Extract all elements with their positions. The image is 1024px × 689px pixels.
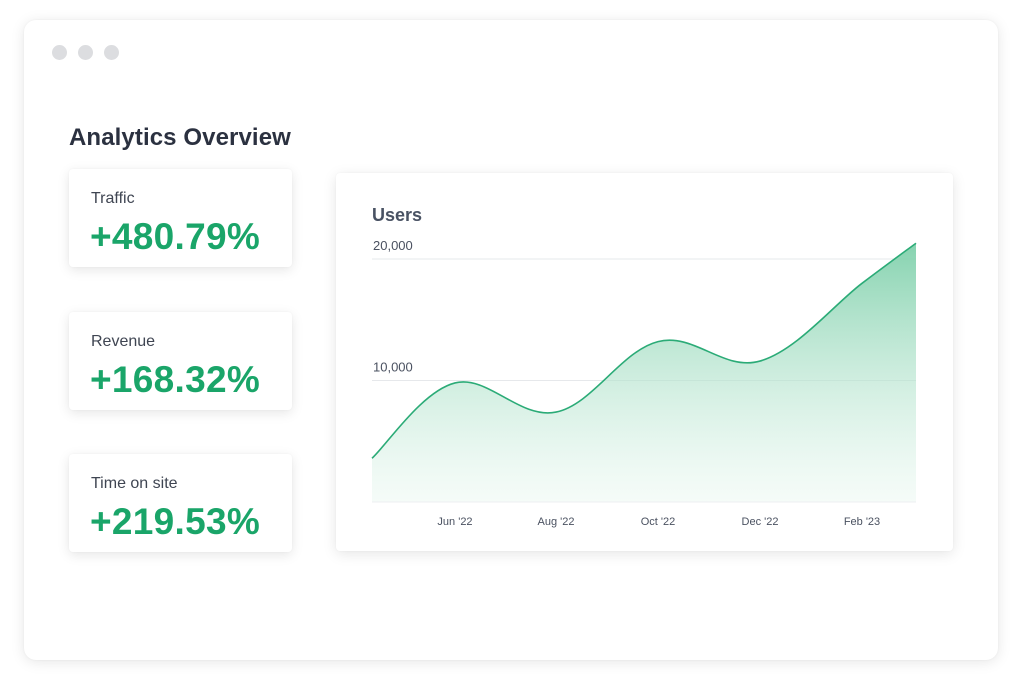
x-tick-label: Oct '22: [641, 516, 676, 528]
stat-label: Revenue: [91, 333, 156, 350]
users-area-fill: [372, 243, 916, 502]
stat-card-traffic: Traffic +480.79%: [69, 169, 292, 267]
x-tick-label: Aug '22: [538, 516, 575, 528]
y-tick-label: 10,000: [373, 360, 413, 375]
page-title: Analytics Overview: [69, 124, 291, 151]
users-area-chart: 20,000 10,000 Jun '22 Aug '22 Oct '22 Dec '22…: [371, 238, 917, 528]
browser-window: Analytics Overview Traffic +480.79% Reve…: [24, 20, 998, 660]
stat-value: +168.32%: [90, 359, 261, 400]
stat-label: Time on site: [91, 475, 178, 492]
x-tick-label: Feb '23: [844, 516, 880, 528]
users-series-line: [371, 242, 917, 459]
x-tick-label: Dec '22: [742, 516, 779, 528]
window-dot-close[interactable]: [52, 45, 67, 60]
window-dot-minimize[interactable]: [78, 45, 93, 60]
stat-label: Traffic: [91, 190, 135, 207]
y-tick-label: 20,000: [373, 238, 413, 253]
stat-card-revenue: Revenue +168.32%: [69, 312, 292, 410]
window-controls: [52, 45, 119, 60]
stat-card-time-on-site: Time on site +219.53%: [69, 454, 292, 552]
chart-title: Users: [372, 205, 423, 225]
users-chart-card: Users 20,000 10,000 Jun '22 Aug '22 Oct '22 D…: [336, 173, 953, 551]
window-dot-maximize[interactable]: [104, 45, 119, 60]
stat-value: +480.79%: [90, 216, 261, 257]
stat-value: +219.53%: [90, 501, 261, 542]
x-tick-label: Jun '22: [437, 516, 472, 528]
